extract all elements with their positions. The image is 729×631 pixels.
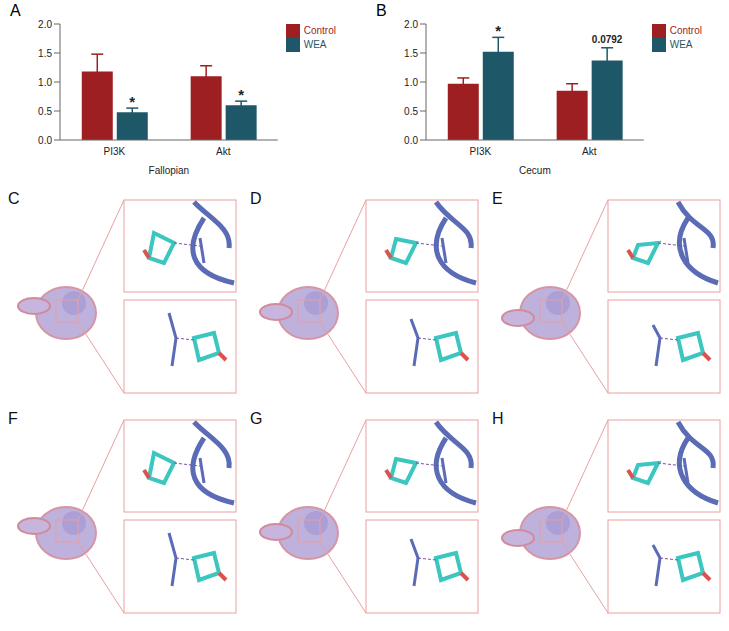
svg-text:*: *: [129, 93, 135, 110]
html-text:WEA: WEA: [303, 38, 327, 50]
svg-text:Akt: Akt: [216, 146, 231, 157]
svg-text:PI3K: PI3K: [104, 146, 126, 157]
svg-text:F: F: [8, 410, 18, 427]
svg-text:C: C: [8, 190, 20, 207]
svg-text:0.0: 0.0: [404, 135, 418, 146]
svg-text:Akt: Akt: [582, 146, 597, 157]
svg-text:D: D: [250, 190, 262, 207]
svg-text:*: *: [238, 86, 244, 103]
svg-text:*: *: [495, 22, 501, 39]
svg-text:1.0: 1.0: [38, 77, 52, 88]
svg-text:Fallopian: Fallopian: [149, 165, 190, 176]
svg-text:0.5: 0.5: [38, 106, 52, 117]
svg-text:2.0: 2.0: [404, 19, 418, 30]
svg-text:0.0792: 0.0792: [592, 34, 623, 45]
svg-text:2.0: 2.0: [38, 19, 52, 30]
svg-text:PI3K: PI3K: [470, 146, 492, 157]
html-text:Control: Control: [303, 24, 336, 36]
html-text:Control: Control: [669, 24, 702, 36]
svg-text:0.0: 0.0: [38, 135, 52, 146]
svg-text:1.0: 1.0: [404, 77, 418, 88]
svg-text:1.5: 1.5: [38, 48, 52, 59]
svg-text:H: H: [492, 410, 504, 427]
svg-text:1.5: 1.5: [404, 48, 418, 59]
svg-text:G: G: [250, 410, 262, 427]
html-text:WEA: WEA: [669, 38, 693, 50]
html-text:A: A: [10, 2, 21, 19]
svg-text:0.5: 0.5: [404, 106, 418, 117]
svg-text:E: E: [492, 190, 503, 207]
svg-text:Cecum: Cecum: [519, 165, 551, 176]
html-text:B: B: [376, 2, 387, 19]
